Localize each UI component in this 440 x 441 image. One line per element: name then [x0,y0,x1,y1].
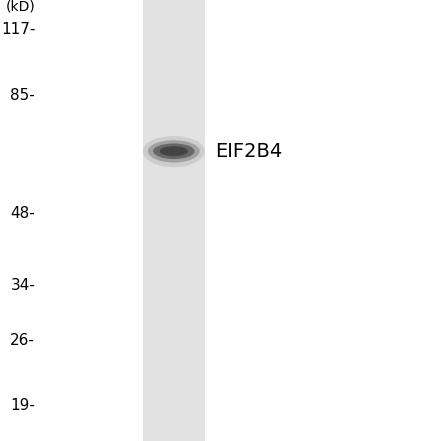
Ellipse shape [153,143,194,159]
Ellipse shape [148,140,200,163]
Ellipse shape [143,136,205,167]
Ellipse shape [160,146,188,156]
Bar [143,0,205,441]
Text: 26-: 26- [10,333,35,348]
Text: 34-: 34- [10,278,35,293]
Text: (kD): (kD) [5,0,35,14]
Text: 19-: 19- [10,398,35,413]
Text: 85-: 85- [11,88,35,103]
Text: 117-: 117- [1,22,35,37]
Text: 48-: 48- [11,206,35,221]
Text: EIF2B4: EIF2B4 [216,142,283,161]
